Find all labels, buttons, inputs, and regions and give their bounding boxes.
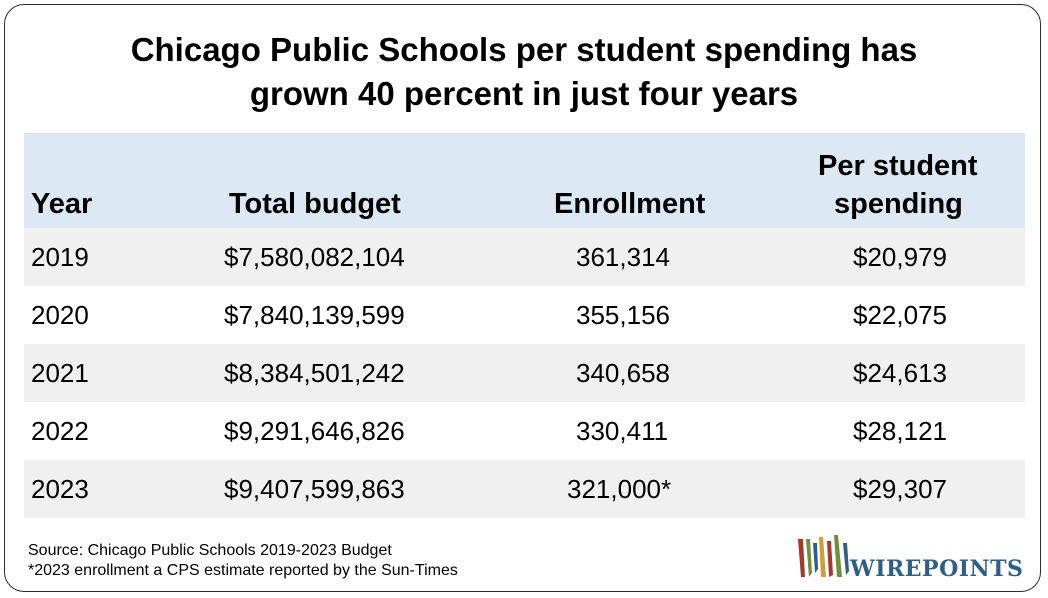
table-row: 2023 $9,407,599,863 321,000* $29,307 [24, 460, 1025, 518]
table-row: 2021 $8,384,501,242 340,658 $24,613 [24, 344, 1025, 402]
cell-enrollment: 321,000* [567, 473, 672, 504]
column-header-per-student-spending: Per student spending [726, 133, 1025, 228]
chart-title: Chicago Public Schools per student spend… [0, 28, 1048, 116]
wirepoints-logo: WIREPOINTS [796, 533, 1024, 583]
cell-per-student-spending: $22,075 [853, 299, 947, 330]
column-header-year: Year [31, 188, 93, 220]
spending-table: Year Total budget Enrollment Per student… [24, 133, 1025, 518]
cell-per-student-spending: $28,121 [853, 415, 947, 446]
column-header-total-budget: Total budget [229, 188, 401, 220]
cell-per-student-spending: $24,613 [853, 357, 947, 388]
cell-per-student-spending: $20,979 [853, 241, 947, 272]
source-note: Source: Chicago Public Schools 2019-2023… [28, 541, 458, 581]
footnote-line: *2023 enrollment a CPS estimate reported… [28, 562, 458, 579]
table-row: 2020 $7,840,139,599 355,156 $22,075 [24, 286, 1025, 344]
column-header-per-student-line-2: spending [834, 188, 963, 220]
cell-year: 2019 [31, 241, 89, 272]
column-header-enrollment: Enrollment [554, 188, 706, 220]
cell-year: 2023 [31, 473, 89, 504]
chart-frame [4, 4, 1041, 592]
cell-total-budget: $9,291,646,826 [224, 415, 405, 446]
chart-title-line-1: Chicago Public Schools per student spend… [130, 31, 918, 68]
cell-enrollment: 340,658 [576, 357, 670, 388]
wirepoints-w-mark-icon [798, 535, 849, 577]
cell-enrollment: 361,314 [576, 241, 670, 272]
source-line: Source: Chicago Public Schools 2019-2023… [28, 542, 392, 559]
cell-per-student-spending: $29,307 [853, 473, 947, 504]
cell-year: 2022 [31, 415, 89, 446]
cell-enrollment: 355,156 [576, 299, 670, 330]
cell-total-budget: $9,407,599,863 [224, 473, 405, 504]
chart-title-line-2: grown 40 percent in just four years [249, 75, 799, 112]
table-row: 2022 $9,291,646,826 330,411 $28,121 [24, 402, 1025, 460]
table-row: 2019 $7,580,082,104 361,314 $20,979 [24, 228, 1025, 286]
cell-total-budget: $7,580,082,104 [224, 241, 405, 272]
table-header-row: Year Total budget Enrollment Per student… [24, 133, 1025, 228]
cell-year: 2020 [31, 299, 89, 330]
column-header-per-student-line-1: Per student [818, 150, 978, 182]
cell-total-budget: $8,384,501,242 [224, 357, 405, 388]
cell-enrollment: 330,411 [576, 415, 669, 446]
wirepoints-logo-text: WIREPOINTS [850, 556, 1024, 582]
cell-total-budget: $7,840,139,599 [224, 299, 405, 330]
cell-year: 2021 [31, 357, 89, 388]
